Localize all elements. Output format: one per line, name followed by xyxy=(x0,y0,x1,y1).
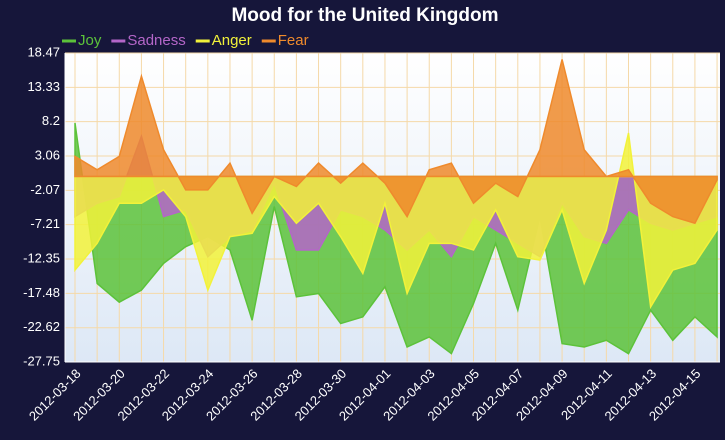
legend-label: Joy xyxy=(78,32,102,49)
y-tick-label: 8.2 xyxy=(42,113,60,128)
y-tick-label: 3.06 xyxy=(35,147,60,162)
y-tick-label: -2.07 xyxy=(30,182,60,197)
y-tick-label: -7.21 xyxy=(30,216,60,231)
legend-label: Anger xyxy=(212,32,252,49)
y-tick-label: -17.48 xyxy=(23,285,60,300)
legend-label: Sadness xyxy=(127,32,185,49)
area xyxy=(74,132,718,310)
y-tick-label: 18.47 xyxy=(27,44,60,59)
legend-label: Fear xyxy=(278,32,309,49)
y-tick-label: 13.33 xyxy=(27,79,60,94)
y-tick-label: -22.62 xyxy=(23,319,60,334)
chart-title: Mood for the United Kingdom xyxy=(231,5,498,26)
area xyxy=(74,59,718,225)
y-tick-label: -27.75 xyxy=(23,353,60,368)
y-tick-label: -12.35 xyxy=(23,250,60,265)
